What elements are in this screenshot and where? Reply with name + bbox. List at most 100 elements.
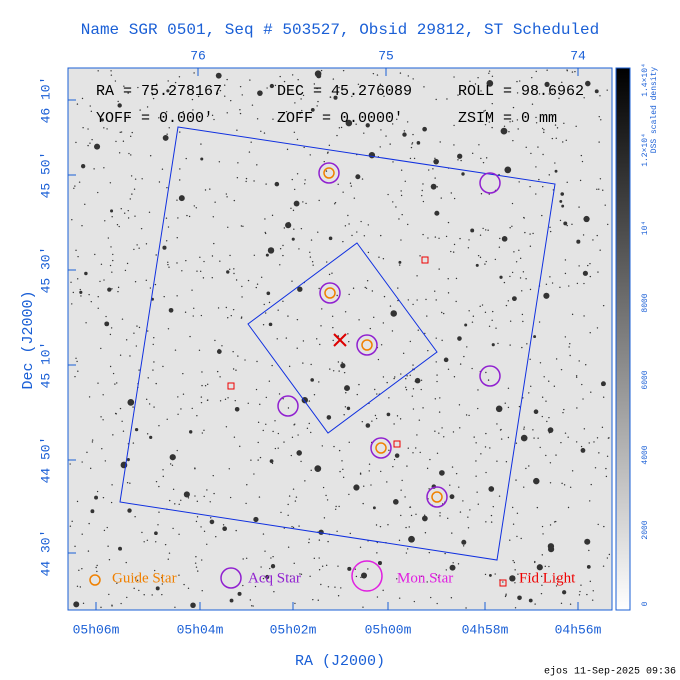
star	[602, 565, 605, 567]
star	[300, 227, 303, 230]
star	[358, 319, 360, 321]
star	[574, 70, 576, 73]
star	[472, 315, 475, 317]
star	[586, 593, 588, 596]
star	[528, 465, 530, 467]
star	[256, 118, 259, 120]
star	[196, 415, 198, 417]
star	[562, 411, 564, 414]
star	[538, 93, 541, 95]
star	[495, 405, 503, 413]
star	[334, 586, 336, 588]
star	[583, 315, 585, 317]
star	[459, 427, 461, 429]
star	[424, 532, 427, 534]
top-tick-label: 74	[570, 48, 586, 63]
star	[545, 283, 548, 285]
star	[349, 532, 351, 535]
star	[209, 188, 211, 190]
star	[325, 494, 327, 497]
star	[360, 572, 368, 579]
star	[274, 84, 277, 87]
star	[214, 201, 216, 203]
star	[74, 545, 76, 548]
star	[71, 218, 73, 221]
star	[519, 80, 521, 82]
star	[512, 523, 515, 525]
star	[487, 379, 490, 381]
star	[183, 491, 190, 498]
star	[551, 282, 554, 284]
star	[488, 193, 490, 195]
star	[317, 100, 319, 103]
star	[374, 414, 377, 417]
star	[256, 360, 258, 363]
star	[127, 399, 135, 406]
bottom-tick-label: 05h00m	[365, 622, 412, 637]
star	[371, 420, 373, 422]
info-text: ZSIM = 0 mm	[458, 110, 557, 127]
star	[511, 271, 514, 274]
star	[216, 370, 219, 373]
star	[257, 441, 259, 444]
star	[412, 78, 414, 80]
star	[592, 590, 594, 592]
star	[97, 382, 99, 384]
star	[362, 502, 364, 505]
star	[492, 505, 494, 508]
star	[190, 602, 196, 609]
star	[109, 264, 112, 267]
star	[109, 333, 112, 336]
star	[96, 564, 98, 567]
star	[383, 95, 385, 98]
star	[111, 604, 113, 606]
star	[233, 272, 235, 275]
star	[196, 270, 198, 272]
star	[484, 446, 487, 448]
star	[379, 83, 382, 86]
star	[567, 436, 569, 438]
star	[242, 558, 244, 560]
star	[155, 382, 157, 385]
star	[470, 228, 475, 233]
star	[248, 151, 251, 153]
star	[588, 549, 590, 552]
star	[386, 412, 391, 417]
star	[549, 226, 551, 229]
star	[360, 576, 362, 579]
star	[502, 581, 504, 583]
star	[475, 263, 479, 267]
footer: ejos 11-Sep-2025 09:36	[544, 666, 676, 678]
star	[117, 286, 120, 289]
star	[531, 76, 533, 79]
star	[361, 421, 364, 423]
star	[598, 141, 600, 143]
star	[318, 287, 320, 290]
star	[310, 107, 315, 112]
star	[75, 357, 77, 359]
star	[260, 566, 262, 568]
star	[123, 212, 126, 214]
star	[596, 327, 599, 329]
star	[297, 79, 299, 81]
star	[541, 525, 544, 528]
star	[432, 168, 434, 170]
star	[555, 358, 558, 360]
star	[89, 467, 92, 470]
star	[392, 465, 394, 468]
star	[517, 595, 522, 601]
star	[445, 235, 448, 238]
star	[155, 254, 157, 256]
star	[186, 214, 188, 217]
star	[355, 123, 357, 125]
star	[511, 296, 517, 302]
left-tick-label: 45 30'	[38, 247, 53, 294]
star	[107, 287, 112, 292]
star	[106, 526, 108, 529]
star	[76, 585, 79, 587]
star	[499, 237, 501, 240]
star	[434, 177, 436, 179]
star	[376, 393, 378, 395]
star	[171, 464, 174, 466]
star	[509, 344, 511, 346]
